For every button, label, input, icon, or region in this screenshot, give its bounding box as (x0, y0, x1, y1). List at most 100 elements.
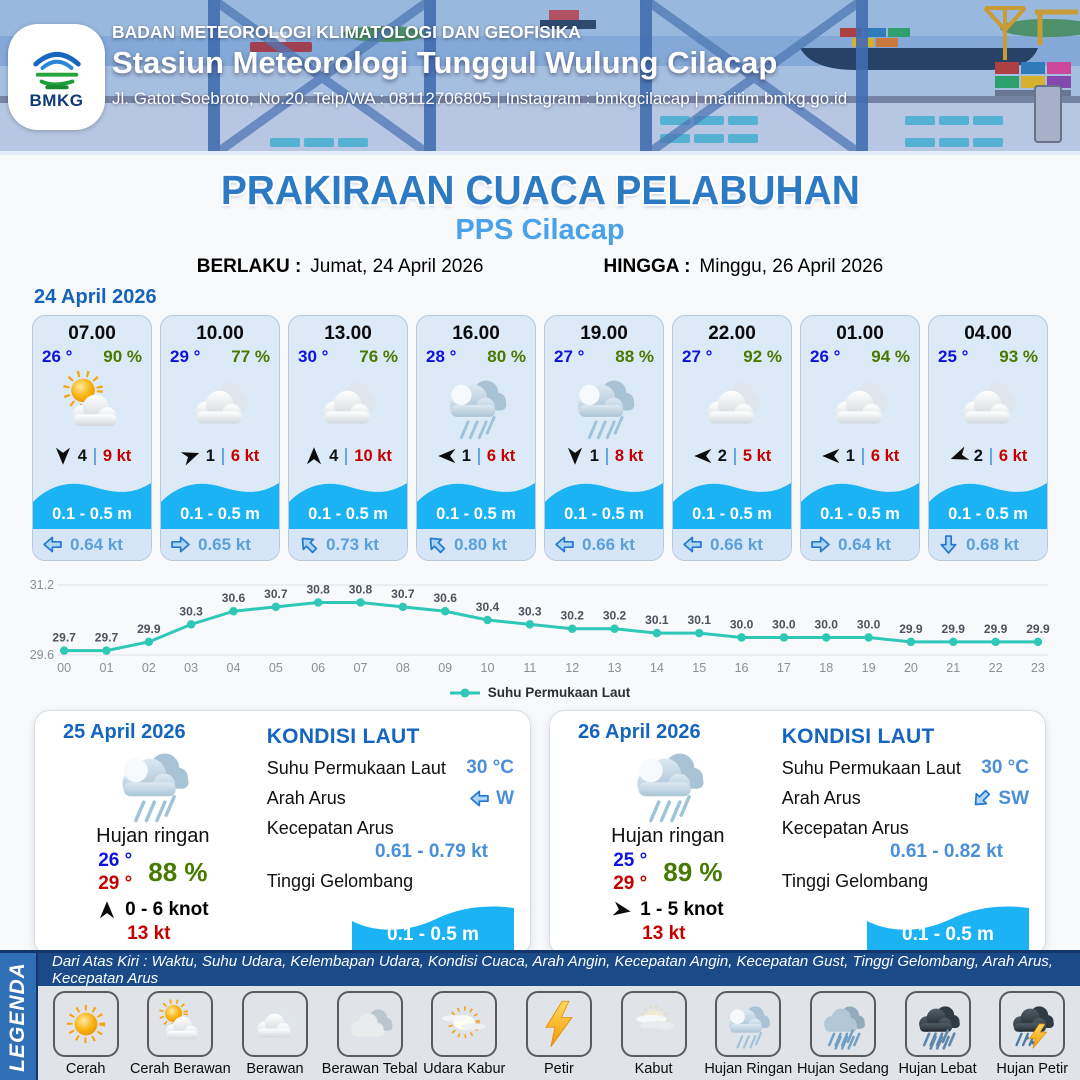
wave-box-shape (867, 906, 1029, 952)
current-speed-label: Kecepatan Arus (781, 818, 909, 838)
valid-from-label: BERLAKU : (196, 256, 302, 277)
wind-speed-value: 1 (589, 446, 599, 465)
legend-item-label: Udara Kabur (423, 1061, 506, 1077)
sst-label: Suhu Permukaan Laut (781, 757, 961, 778)
humidity-value: 77 % (231, 347, 270, 366)
sst-row: Suhu Permukaan Laut 30 °C (267, 757, 514, 779)
daily-temp-max: 29 ° (98, 873, 133, 895)
sst-value: 30 °C (981, 757, 1029, 778)
legend-weather-icon (628, 998, 680, 1050)
current-direction-value: SW (998, 787, 1029, 809)
svg-text:30.2: 30.2 (603, 609, 627, 623)
current-direction-icon (809, 533, 832, 556)
legend-icon-box (904, 991, 971, 1057)
sst-line-chart: 31.2 29.6 29.7 00 29.7 01 29.9 02 30.3 03 30.6 04 30… (30, 578, 1050, 675)
wave-height-row: Tinggi Gelombang (267, 871, 514, 892)
forecast-cards-row: 07.00 26 ° 90 % 4 9 kt (32, 315, 1048, 561)
time-label: 22.00 (708, 323, 756, 344)
legend-weather-icon (533, 998, 585, 1050)
legend-icon-box (336, 991, 403, 1057)
legend-item-label: Hujan Ringan (704, 1061, 793, 1077)
current-row: 0.68 kt (929, 529, 1047, 560)
daily-panel: 26 April 2026 Hujan ringan 25 ° 29 ° 89 … (549, 710, 1046, 956)
weather-icon (56, 369, 128, 441)
daily-wind-range: 0 - 6 knot (125, 899, 209, 920)
svg-text:03: 03 (184, 661, 198, 675)
forecast-card: 16.00 28 ° 80 % 1 6 kt (416, 315, 536, 561)
daily-temps-row: 25 ° 29 ° 89 % (613, 849, 722, 897)
time-label: 13.00 (324, 323, 372, 344)
legend-item-label: Berawan Tebal (321, 1061, 418, 1077)
wind-direction-icon (178, 443, 204, 469)
temperature-value: 27 ° (554, 347, 585, 366)
current-speed-value: 0.66 kt (710, 534, 763, 554)
humidity-value: 94 % (871, 347, 910, 366)
svg-text:30.4: 30.4 (476, 600, 500, 614)
wave-height-row: Tinggi Gelombang (782, 871, 1029, 892)
current-row: 0.73 kt (289, 529, 407, 560)
daily-condition: Hujan ringan (96, 824, 210, 847)
gust-value: 6 kt (230, 446, 260, 465)
wave-band: 0.1 - 0.5 m (673, 472, 791, 529)
weather-icon-slot (801, 367, 919, 443)
svg-text:01: 01 (100, 661, 114, 675)
temp-humidity-row: 26 ° 94 % (801, 345, 919, 367)
contact-line: Jl. Gatot Soebroto, No.20. Telp/WA : 081… (112, 89, 848, 108)
validity-row: BERLAKU : Jumat, 24 April 2026 HINGGA : Mi… (0, 256, 1080, 278)
temperature-value: 29 ° (170, 347, 201, 366)
forecast-card: 19.00 27 ° 88 % 1 8 kt (544, 315, 664, 561)
legend-item: Cerah (39, 991, 133, 1077)
wave-height-label: Tinggi Gelombang (266, 871, 414, 891)
legend-item: Kabut (607, 991, 701, 1077)
wave-shape (545, 483, 663, 529)
daily-temp-min: 26 ° (98, 849, 133, 871)
svg-text:30.3: 30.3 (518, 604, 542, 618)
svg-text:29.9: 29.9 (137, 622, 161, 636)
svg-text:10: 10 (481, 661, 495, 675)
svg-text:29.7: 29.7 (95, 631, 119, 645)
time-label: 16.00 (452, 323, 500, 344)
svg-text:16: 16 (735, 661, 749, 675)
svg-text:29.6: 29.6 (30, 648, 54, 662)
weather-icon-slot (673, 367, 791, 443)
svg-text:17: 17 (777, 661, 791, 675)
gust-value: 6 kt (998, 446, 1028, 465)
legend-weather-icon (817, 998, 869, 1050)
legend-section: LEGENDA Dari Atas Kiri : Waktu, Suhu Uda… (0, 950, 1080, 1080)
divider (93, 447, 96, 465)
temp-humidity-row: 30 ° 76 % (289, 345, 407, 367)
wave-band: 0.1 - 0.5 m (801, 472, 919, 529)
svg-text:30.0: 30.0 (730, 618, 754, 632)
wave-height-value: 0.1 - 0.5 m (52, 505, 132, 523)
svg-text:30.0: 30.0 (772, 618, 796, 632)
forecast-card: 07.00 26 ° 90 % 4 9 kt (32, 315, 152, 561)
legend-item-label: Berawan (246, 1061, 304, 1077)
time-label: 07.00 (68, 323, 116, 344)
forecast-card: 10.00 29 ° 77 % 1 6 kt (160, 315, 280, 561)
temperature-value: 26 ° (42, 347, 73, 366)
current-speed-row: Kecepatan Arus (782, 818, 1029, 839)
daily-wind-range: 1 - 5 knot (640, 899, 724, 920)
humidity-value: 93 % (999, 347, 1038, 366)
weather-icon (824, 369, 896, 441)
daily-weather-icon (620, 740, 716, 825)
daily-summary: 26 April 2026 Hujan ringan 25 ° 29 ° 89 … (566, 721, 770, 945)
daily-temp-max: 29 ° (613, 873, 648, 895)
wave-shape (289, 483, 407, 529)
svg-text:30.8: 30.8 (349, 583, 373, 597)
wave-height-box: 0.1 - 0.5 m (867, 896, 1029, 952)
svg-text:15: 15 (692, 661, 706, 675)
header-banner: BMKG BADAN METEOROLOGI KLIMATOLOGI DAN G… (0, 0, 1080, 155)
time-label: 04.00 (964, 323, 1012, 344)
wave-box-value: 0.1 - 0.5 m (387, 924, 479, 945)
daily-date: 25 April 2026 (63, 721, 186, 743)
current-speed-row: Kecepatan Arus (267, 818, 514, 839)
svg-text:30.1: 30.1 (688, 613, 712, 627)
wind-direction-icon (437, 446, 457, 466)
sea-current-speed-value: 0.61 - 0.82 kt (889, 841, 1003, 862)
wind-row: 2 6 kt (929, 443, 1047, 469)
humidity-value: 76 % (359, 347, 398, 366)
svg-text:04: 04 (227, 661, 241, 675)
temp-humidity-row: 27 ° 92 % (673, 345, 791, 367)
sea-conditions-title: KONDISI LAUT (266, 725, 420, 748)
